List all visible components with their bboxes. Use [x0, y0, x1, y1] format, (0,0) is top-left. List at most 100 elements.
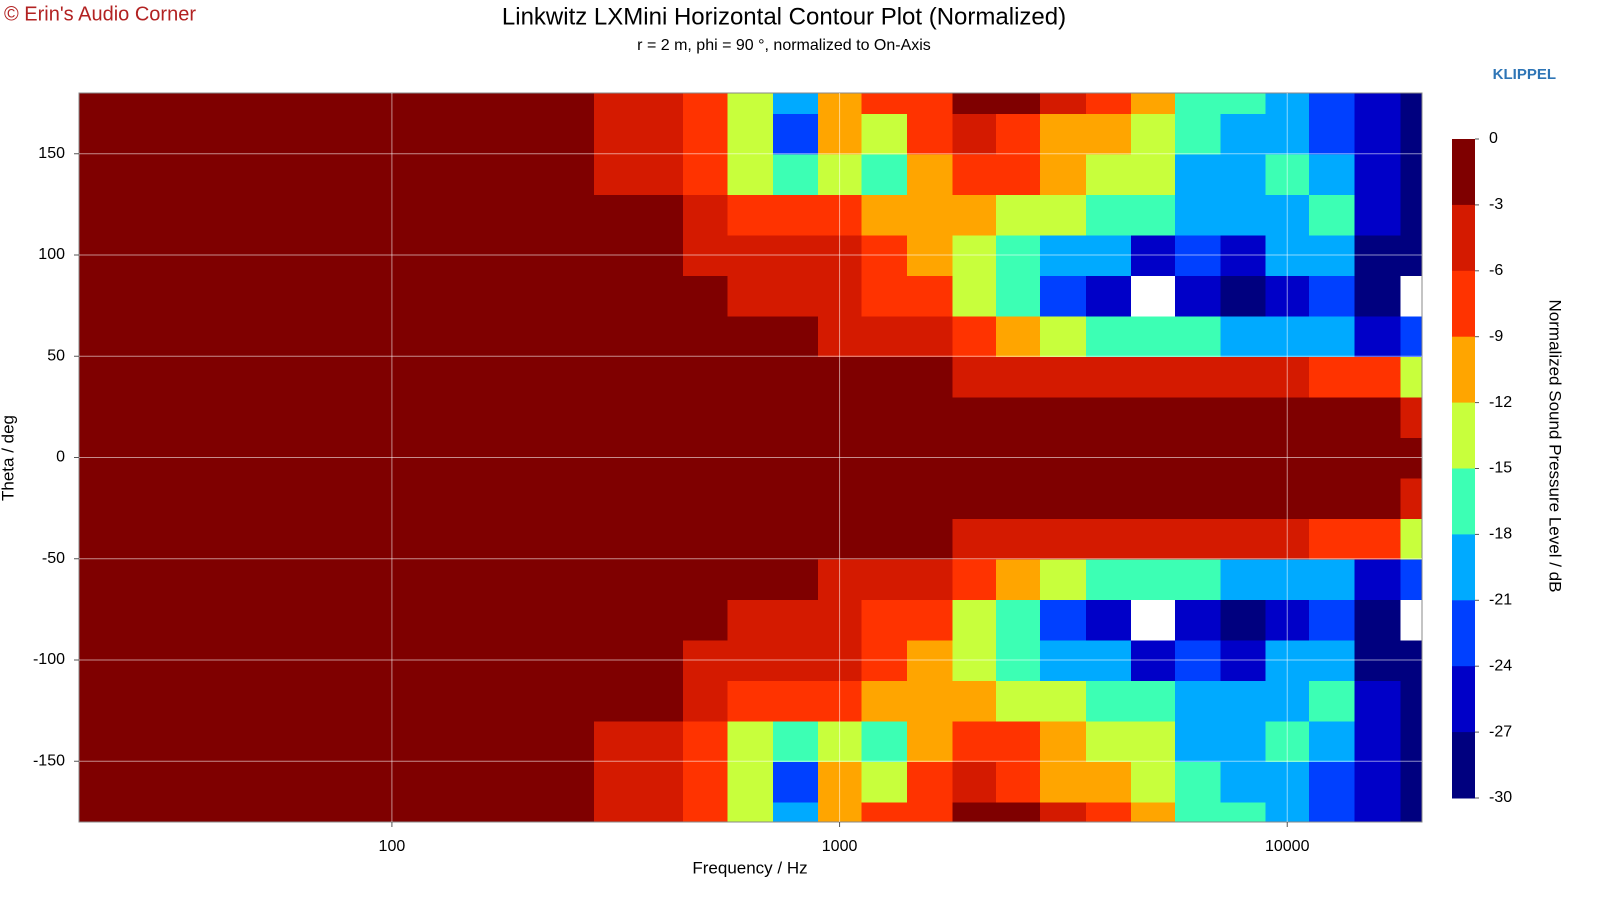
contour-cell — [772, 680, 819, 722]
contour-cell — [79, 720, 169, 762]
contour-cell — [861, 720, 908, 762]
contour-cell — [1400, 315, 1423, 357]
contour-cell — [79, 801, 169, 823]
contour-cell — [683, 93, 728, 114]
contour-cell — [683, 396, 728, 438]
contour-cell — [79, 558, 169, 600]
contour-cell — [996, 194, 1041, 236]
colorbar-tick-label: -3 — [1489, 196, 1503, 213]
contour-cell — [1308, 113, 1356, 155]
contour-cell — [772, 518, 819, 560]
contour-cell — [727, 275, 774, 317]
contour-cell — [459, 720, 595, 762]
contour-cell — [1040, 477, 1087, 519]
contour-cell — [79, 194, 169, 236]
contour-cell — [1354, 194, 1401, 236]
contour-cell — [459, 275, 595, 317]
contour-cell — [683, 356, 728, 398]
contour-cell — [1220, 315, 1267, 357]
contour-cell — [459, 801, 595, 823]
colorbar-tick-label: -27 — [1489, 723, 1512, 740]
contour-cell — [594, 396, 684, 438]
contour-cell — [996, 275, 1041, 317]
contour-cell — [594, 153, 684, 195]
colorbar-band — [1452, 204, 1475, 272]
contour-cell — [727, 680, 774, 722]
contour-cell — [1085, 113, 1132, 155]
contour-cell — [1220, 599, 1267, 641]
contour-cell — [459, 680, 595, 722]
contour-cell — [861, 680, 908, 722]
contour-cell — [79, 315, 169, 357]
contour-cell — [772, 194, 819, 236]
contour-cell — [79, 761, 169, 803]
contour-cell — [1040, 194, 1087, 236]
contour-cell — [906, 194, 954, 236]
contour-cell — [861, 599, 908, 641]
contour-cell — [952, 761, 997, 803]
contour-cell — [168, 275, 326, 317]
contour-cell — [1400, 194, 1423, 236]
contour-cell — [79, 599, 169, 641]
contour-cell — [79, 93, 169, 114]
contour-cell — [168, 599, 326, 641]
contour-cell — [996, 477, 1041, 519]
chart-title: Linkwitz LXMini Horizontal Contour Plot … — [502, 3, 1066, 30]
contour-cell — [1308, 194, 1356, 236]
contour-cell — [1130, 356, 1176, 398]
contour-cell — [168, 680, 326, 722]
contour-cell — [1400, 599, 1423, 641]
contour-cell — [459, 477, 595, 519]
colorbar-band — [1452, 468, 1475, 535]
contour-cell — [594, 477, 684, 519]
contour-cell — [1174, 720, 1222, 762]
contour-cell — [906, 761, 954, 803]
contour-cell — [952, 113, 997, 155]
contour-cell — [906, 477, 954, 519]
contour-cell — [168, 153, 326, 195]
contour-cell — [1400, 153, 1423, 195]
contour-cell — [906, 113, 954, 155]
contour-cell — [906, 801, 954, 823]
y-tick-label: 150 — [38, 145, 65, 162]
contour-cell — [1085, 761, 1132, 803]
contour-cell — [1085, 315, 1132, 357]
contour-cell — [906, 680, 954, 722]
contour-cell — [459, 599, 595, 641]
contour-cell — [1354, 761, 1401, 803]
contour-cell — [952, 518, 997, 560]
colorbar-tick-label: -6 — [1489, 262, 1503, 279]
contour-cell — [772, 761, 819, 803]
contour-cell — [1130, 801, 1176, 823]
contour-cell — [1354, 558, 1401, 600]
contour-cell — [1040, 720, 1087, 762]
contour-cell — [1174, 153, 1222, 195]
contour-cell — [1308, 153, 1356, 195]
contour-cell — [1220, 477, 1267, 519]
contour-cell — [1220, 356, 1267, 398]
contour-cell — [594, 356, 684, 398]
contour-cell — [683, 315, 728, 357]
contour-cell — [1400, 275, 1423, 317]
contour-cell — [952, 396, 997, 438]
contour-cell — [1085, 599, 1132, 641]
contour-cell — [1040, 396, 1087, 438]
contour-cell — [594, 315, 684, 357]
colorbar-tick-label: 0 — [1489, 130, 1498, 147]
contour-cell — [594, 518, 684, 560]
contour-cell — [1220, 194, 1267, 236]
contour-cell — [683, 680, 728, 722]
contour-cell — [996, 396, 1041, 438]
contour-cell — [1400, 680, 1423, 722]
contour-cell — [1400, 558, 1423, 600]
contour-cell — [1130, 194, 1176, 236]
contour-cell — [1220, 396, 1267, 438]
contour-cell — [996, 113, 1041, 155]
contour-cell — [168, 761, 326, 803]
contour-cell — [952, 153, 997, 195]
watermark: © Erin's Audio Corner — [4, 3, 196, 25]
colorbar-band — [1452, 732, 1475, 799]
contour-cell — [727, 356, 774, 398]
contour-cell — [1174, 680, 1222, 722]
